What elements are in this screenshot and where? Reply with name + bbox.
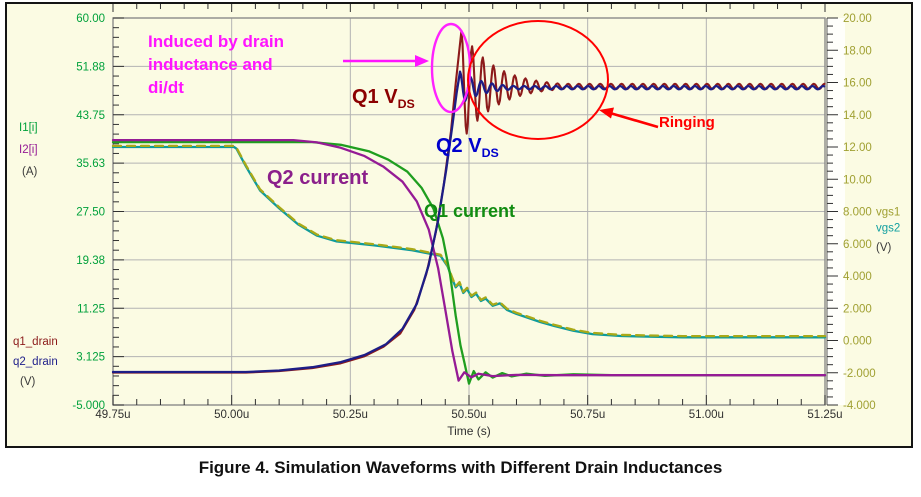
left-tick-label: 43.75 <box>76 110 105 122</box>
x-axis-title: Time (s) <box>447 424 491 438</box>
note-induced-by-drain-inductance: Induced by drain inductance and di/dt <box>148 32 285 97</box>
series-q1_drain <box>111 30 826 374</box>
right-tick-label: 0.000 <box>843 336 872 348</box>
right-tick-label: 16.00 <box>843 78 872 90</box>
right-tick-label: 18.00 <box>843 45 872 57</box>
x-tick-label: 51.25u <box>807 409 842 421</box>
figure-caption: Figure 4. Simulation Waveforms with Diff… <box>198 458 723 477</box>
left-tick-label: 11.25 <box>77 303 105 315</box>
legend-q1-drain: q1_drain <box>13 336 58 348</box>
right-tick-label: 20.00 <box>843 13 872 25</box>
x-tick-label: 51.00u <box>689 409 724 421</box>
legend-i2: I2[i] <box>19 144 38 156</box>
right-tick-label: 6.000 <box>843 239 872 251</box>
series-q2_drain <box>111 70 826 374</box>
x-tick-label: 50.75u <box>570 409 605 421</box>
ringing-arrow <box>599 107 659 129</box>
chart-canvas: 49.75u 50.00u 50.25u 50.50u 50.75u 51.00u 51.2… <box>13 4 900 438</box>
legend-i1: I1[i] <box>19 122 38 134</box>
right-tick-label: 10.00 <box>843 174 872 186</box>
label-ringing: Ringing <box>659 114 715 131</box>
left-tick-label: 35.63 <box>76 158 105 170</box>
right-tick-label: 14.00 <box>843 110 872 122</box>
waveform-chart: 49.75u 50.00u 50.25u 50.50u 50.75u 51.00u 51.2… <box>5 2 913 448</box>
legend-drain-volts-unit: (V) <box>20 376 36 388</box>
left-tick-label: -5.000 <box>72 400 105 412</box>
legend-vgs2: vgs2 <box>876 223 900 235</box>
left-tick-label: 19.38 <box>76 255 105 267</box>
label-q1-current: Q1 current <box>424 201 516 221</box>
right-tick-label: 4.000 <box>843 271 872 283</box>
right-tick-label: -4.000 <box>843 400 876 412</box>
x-tick-label: 50.00u <box>214 409 249 421</box>
series-I1 <box>111 140 827 385</box>
series-I2 <box>111 138 827 382</box>
induced-arrow <box>343 55 429 67</box>
chart-generated-layer: 49.75u 50.00u 50.25u 50.50u 50.75u 51.00u 51.2… <box>13 4 900 438</box>
label-q1-vds: Q1 VDS <box>352 86 415 111</box>
right-tick-label: 8.000 <box>843 207 872 219</box>
annotation-shapes <box>343 20 659 140</box>
left-tick-label: 51.88 <box>76 61 105 73</box>
series-vgs1 <box>111 144 827 338</box>
x-tick-label: 50.25u <box>333 409 368 421</box>
right-tick-label: -2.000 <box>843 368 876 380</box>
legend-amps-unit: (A) <box>22 166 38 178</box>
ringing-highlight-ellipse <box>467 20 609 140</box>
legend-q2-drain: q2_drain <box>13 356 58 368</box>
left-tick-label: 60.00 <box>76 13 105 25</box>
label-q2-current: Q2 current <box>267 167 369 189</box>
legend-vgs1: vgs1 <box>876 207 900 219</box>
label-q2-vds: Q2 VDS <box>436 135 499 160</box>
right-tick-label: 2.000 <box>843 303 872 315</box>
x-tick-label: 50.50u <box>451 409 486 421</box>
right-tick-label: 12.00 <box>843 142 872 154</box>
legend-vgs-unit: (V) <box>876 242 892 254</box>
x-tick-label: 49.75u <box>95 409 130 421</box>
left-tick-label: 3.125 <box>76 352 105 364</box>
left-tick-label: 27.50 <box>76 207 105 219</box>
